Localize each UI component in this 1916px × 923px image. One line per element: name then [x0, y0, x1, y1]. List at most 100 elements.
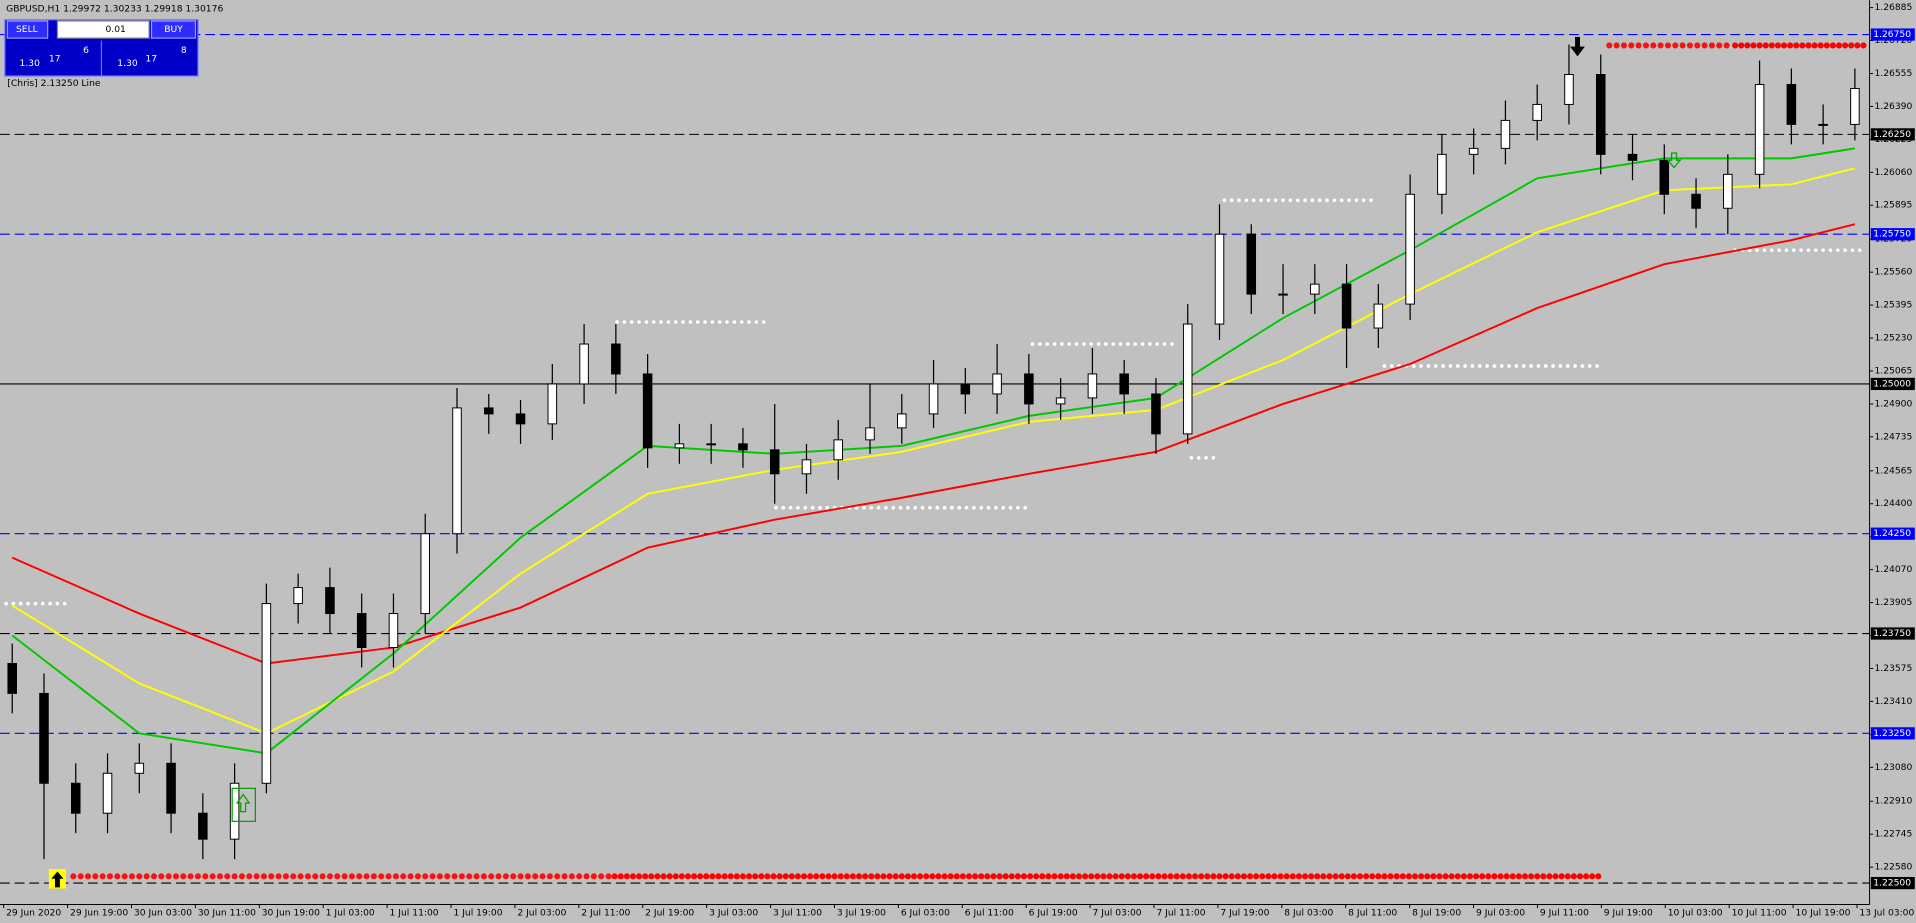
- buy-button[interactable]: [150, 20, 197, 39]
- candle-body: [1564, 74, 1574, 105]
- y-tick-label: 1.24070: [1874, 564, 1912, 575]
- y-tick-label: 1.26555: [1874, 68, 1912, 79]
- candle-body: [1627, 153, 1638, 161]
- candle-body: [420, 533, 431, 615]
- candle-body: [1151, 393, 1161, 435]
- x-tick-label: 1 Jul 19:00: [453, 908, 502, 919]
- buy-frac: 8: [181, 45, 187, 56]
- x-tick-label: 8 Jul 11:00: [1348, 908, 1397, 919]
- x-tick-label: 3 Jul 03:00: [709, 908, 758, 919]
- sell-button[interactable]: [6, 20, 49, 39]
- y-tick-label: 1.25560: [1874, 267, 1912, 278]
- candle-body: [1119, 373, 1129, 395]
- candle-body: [325, 587, 335, 615]
- candle-body: [1818, 123, 1828, 126]
- level-label-bg: [1870, 28, 1915, 41]
- candle-body: [928, 383, 939, 415]
- sell-big: 1.30: [20, 58, 41, 69]
- candle-body: [1373, 303, 1384, 329]
- candle-body: [7, 662, 17, 694]
- x-tick-label: 3 Jul 11:00: [773, 908, 822, 919]
- candle-body: [833, 439, 844, 461]
- candle-body: [1214, 233, 1225, 325]
- x-tick-label: 9 Jul 03:00: [1476, 908, 1525, 919]
- sell-arrow: [1570, 36, 1585, 57]
- candle-body: [1468, 147, 1479, 155]
- candle-body: [166, 762, 176, 814]
- sell-label: SELL: [16, 24, 39, 35]
- trade-panel: SELL 0.01 BUY 1.30 17 6 1.30 17 8: [4, 19, 199, 77]
- lots-input[interactable]: [56, 20, 150, 39]
- candle-body: [1055, 397, 1066, 405]
- candle-body: [865, 427, 875, 441]
- candle-body: [70, 782, 81, 814]
- candle-body: [1341, 283, 1352, 329]
- signal-box: [231, 787, 256, 822]
- candle-body: [1500, 119, 1511, 149]
- y-tick-label: 1.24900: [1874, 398, 1912, 409]
- candle-body: [960, 383, 971, 395]
- y-tick-label: 1.23410: [1874, 696, 1912, 707]
- level-label-bg: [1870, 228, 1915, 241]
- candle-body: [992, 373, 1002, 395]
- sell-main: 17: [49, 53, 61, 64]
- candle-body: [801, 459, 812, 475]
- candle-body: [1754, 83, 1765, 175]
- candle-body: [1595, 74, 1606, 155]
- candle-body: [1532, 103, 1542, 121]
- y-tick-label: 1.24400: [1874, 498, 1912, 509]
- x-tick-label: 7 Jul 11:00: [1156, 908, 1205, 919]
- window-title: GBPUSD,H1 1.29972 1.30233 1.29918 1.3017…: [6, 3, 223, 14]
- candle-body: [1278, 293, 1288, 296]
- x-tick-label: 10 Jul 19:00: [1796, 908, 1851, 919]
- candle-body: [1246, 233, 1257, 295]
- candle-body: [484, 407, 494, 415]
- candle-body: [1024, 373, 1034, 405]
- x-tick-label: 10 Jul 03:00: [1668, 908, 1723, 919]
- level-label: 1.25750: [1873, 229, 1911, 240]
- x-tick-label: 30 Jun 11:00: [198, 908, 256, 919]
- x-tick-label: 29 Jun 19:00: [70, 908, 128, 919]
- level-label: 1.25000: [1873, 378, 1911, 389]
- y-tick-label: 1.25230: [1874, 333, 1912, 344]
- x-tick-label: 7 Jul 03:00: [1093, 908, 1142, 919]
- y-tick-label: 1.25395: [1874, 300, 1912, 311]
- buy-label: BUY: [164, 24, 183, 35]
- x-tick-label: 9 Jul 11:00: [1540, 908, 1589, 919]
- x-tick-label: 8 Jul 19:00: [1412, 908, 1461, 919]
- candle-body: [261, 603, 272, 784]
- level-label: 1.23250: [1873, 728, 1911, 739]
- buy-main: 17: [145, 53, 157, 64]
- y-tick-label: 1.23575: [1874, 663, 1912, 674]
- level-label: 1.24250: [1873, 528, 1911, 539]
- y-tick-label: 1.26885: [1874, 2, 1912, 13]
- x-tick-label: 6 Jul 11:00: [965, 908, 1014, 919]
- candle-body: [897, 413, 907, 429]
- y-tick-label: 1.25065: [1874, 365, 1912, 376]
- x-tick-label: 6 Jul 19:00: [1029, 908, 1078, 919]
- level-label-bg: [1870, 377, 1915, 391]
- x-tick-label: 8 Jul 03:00: [1284, 908, 1333, 919]
- moving-average: [11, 223, 1856, 665]
- level-label: 1.22500: [1873, 878, 1911, 889]
- candle-body: [1691, 193, 1701, 209]
- level-label-bg: [1870, 128, 1915, 141]
- x-tick-label: 10 Jul 11:00: [1732, 908, 1787, 919]
- level-label-bg: [1870, 527, 1915, 540]
- candle-body: [674, 443, 685, 449]
- x-tick-label: 9 Jul 19:00: [1604, 908, 1653, 919]
- candle-body: [39, 692, 49, 784]
- candle-body: [134, 762, 145, 774]
- signal-arrows: [48, 36, 1682, 889]
- up-signal: [235, 793, 251, 813]
- buy-big: 1.30: [117, 58, 138, 69]
- y-tick-label: 1.26390: [1874, 101, 1912, 112]
- buy-arrow: [51, 871, 64, 888]
- x-tick-label: 3 Jul 19:00: [837, 908, 886, 919]
- y-tick-label: 1.23080: [1874, 762, 1912, 773]
- candle-body: [642, 373, 653, 449]
- level-label-bg: [1870, 627, 1915, 640]
